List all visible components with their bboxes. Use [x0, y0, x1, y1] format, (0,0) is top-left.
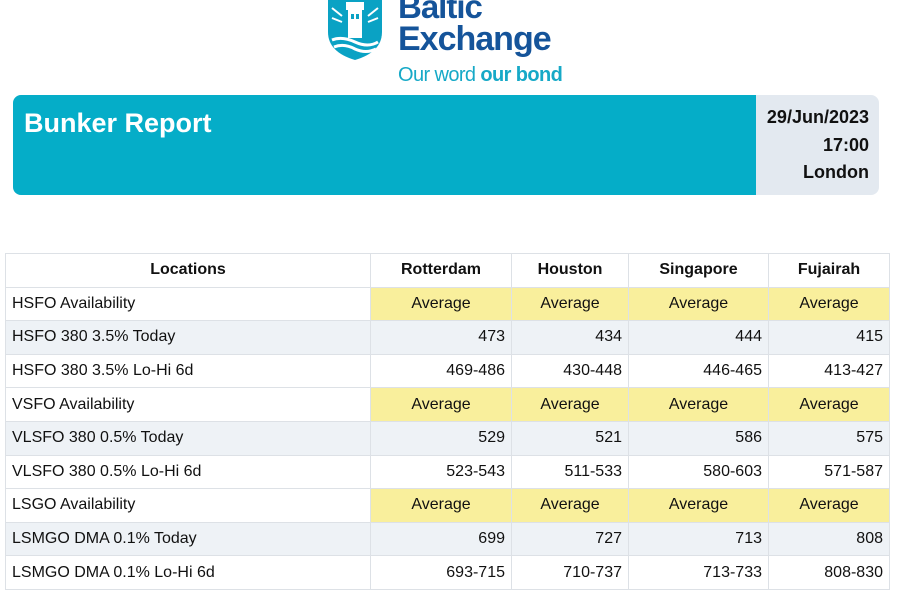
- table-cell: 713: [628, 521, 769, 557]
- table-row: LSGO Availability Average Average Averag…: [5, 488, 890, 523]
- table-row: VLSFO 380 0.5% Lo-Hi 6d 523-543 511-533 …: [5, 454, 890, 490]
- banner-meta-panel: 29/Jun/2023 17:00 London: [756, 95, 879, 195]
- table-cell: Average: [768, 286, 890, 322]
- table-cell: 473: [370, 320, 512, 355]
- column-header-singapore: Singapore: [628, 253, 769, 288]
- row-label: VLSFO 380 0.5% Lo-Hi 6d: [5, 454, 371, 490]
- table-cell: 580-603: [628, 454, 769, 490]
- table-cell: Average: [628, 387, 769, 422]
- row-label: VLSFO 380 0.5% Today: [5, 420, 371, 456]
- table-cell: 430-448: [511, 353, 629, 389]
- row-label: LSMGO DMA 0.1% Today: [5, 521, 371, 557]
- table-cell: 727: [511, 521, 629, 557]
- table-row: VLSFO 380 0.5% Today 529 521 586 575: [5, 420, 890, 456]
- table-cell: 521: [511, 420, 629, 456]
- column-header-locations: Locations: [5, 253, 371, 288]
- table-cell: Average: [370, 387, 512, 422]
- table-cell: 444: [628, 320, 769, 355]
- table-cell: 586: [628, 420, 769, 456]
- row-label: HSFO Availability: [5, 286, 371, 322]
- table-cell: Average: [511, 387, 629, 422]
- table-cell: Average: [768, 387, 890, 422]
- table-cell: Average: [370, 488, 512, 523]
- table-cell: 434: [511, 320, 629, 355]
- report-location: London: [803, 162, 869, 182]
- baltic-exchange-logo: Baltic Exchange Our word our bond: [322, 0, 582, 90]
- table-row: LSMGO DMA 0.1% Lo-Hi 6d 693-715 710-737 …: [5, 555, 890, 590]
- table-cell: Average: [628, 488, 769, 523]
- report-time: 17:00: [822, 135, 869, 155]
- row-label: VSFO Availability: [5, 387, 371, 422]
- table-cell: Average: [370, 286, 512, 322]
- tagline-regular: Our word: [398, 64, 481, 86]
- row-label: LSGO Availability: [5, 488, 371, 523]
- table-cell: 693-715: [370, 555, 512, 590]
- table-cell: Average: [768, 488, 890, 523]
- table-row: HSFO 380 3.5% Today 473 434 444 415: [5, 320, 890, 355]
- table-cell: 413-427: [768, 353, 890, 389]
- banner-title-panel: Bunker Report: [13, 95, 756, 195]
- lighthouse-shield-icon: [328, 0, 382, 60]
- column-header-houston: Houston: [511, 253, 629, 288]
- table-cell: 713-733: [628, 555, 769, 590]
- table-cell: Average: [628, 286, 769, 322]
- tagline-bold: our bond: [480, 64, 563, 86]
- table-cell: Average: [511, 488, 629, 523]
- row-label: HSFO 380 3.5% Lo-Hi 6d: [5, 353, 371, 389]
- table-row: HSFO Availability Average Average Averag…: [5, 286, 890, 322]
- report-title: Bunker Report: [24, 108, 212, 138]
- table-cell: 511-533: [511, 454, 629, 490]
- table-row: LSMGO DMA 0.1% Today 699 727 713 808: [5, 521, 890, 557]
- table-header-row: Locations Rotterdam Houston Singapore Fu…: [5, 253, 890, 288]
- table-cell: 523-543: [370, 454, 512, 490]
- table-cell: 575: [768, 420, 890, 456]
- logo-tagline: Our word our bond: [398, 64, 563, 87]
- row-label: LSMGO DMA 0.1% Lo-Hi 6d: [5, 555, 371, 590]
- table-row: VSFO Availability Average Average Averag…: [5, 387, 890, 422]
- table-cell: 469-486: [370, 353, 512, 389]
- table-cell: 710-737: [511, 555, 629, 590]
- column-header-rotterdam: Rotterdam: [370, 253, 512, 288]
- table-cell: 446-465: [628, 353, 769, 389]
- report-banner: Bunker Report 29/Jun/2023 17:00 London: [13, 95, 879, 195]
- table-cell: 808-830: [768, 555, 890, 590]
- bunker-price-table: Locations Rotterdam Houston Singapore Fu…: [5, 253, 890, 590]
- table-row: HSFO 380 3.5% Lo-Hi 6d 469-486 430-448 4…: [5, 353, 890, 389]
- table-cell: 699: [370, 521, 512, 557]
- table-cell: 529: [370, 420, 512, 456]
- report-date: 29/Jun/2023: [766, 107, 869, 127]
- row-label: HSFO 380 3.5% Today: [5, 320, 371, 355]
- table-cell: 808: [768, 521, 890, 557]
- logo-word-exchange: Exchange: [398, 20, 552, 58]
- table-cell: 571-587: [768, 454, 890, 490]
- table-cell: Average: [511, 286, 629, 322]
- table-cell: 415: [768, 320, 890, 355]
- logo-word-baltic: Baltic: [398, 0, 483, 25]
- column-header-fujairah: Fujairah: [768, 253, 890, 288]
